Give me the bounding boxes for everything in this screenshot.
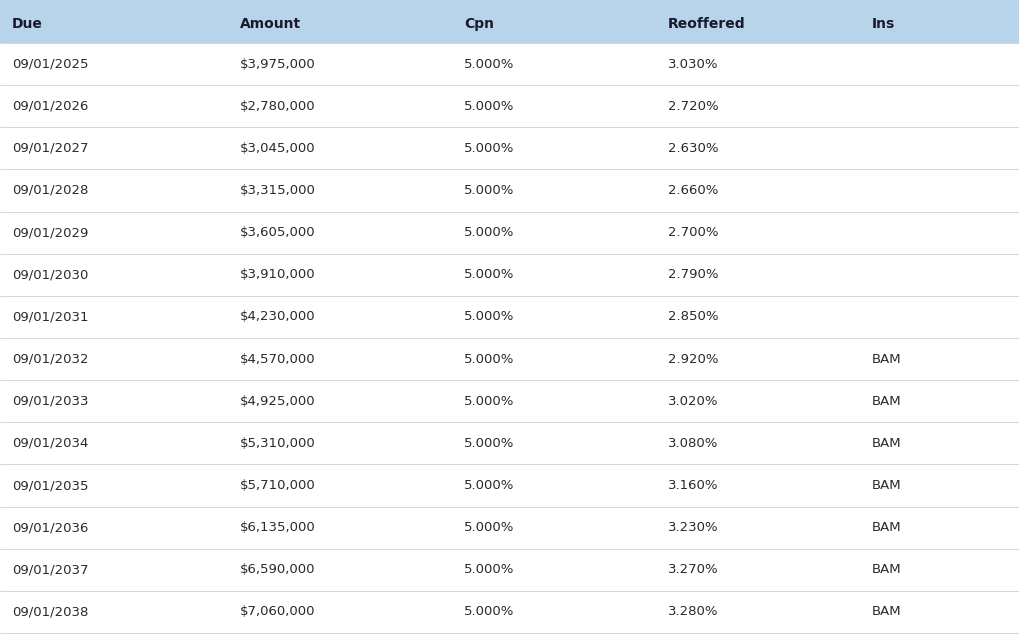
Text: Reoffered: Reoffered — [667, 17, 745, 31]
Text: 3.160%: 3.160% — [667, 479, 718, 492]
Text: BAM: BAM — [871, 521, 901, 534]
Text: 5.000%: 5.000% — [464, 563, 514, 576]
Text: 2.850%: 2.850% — [667, 311, 718, 323]
Text: BAM: BAM — [871, 353, 901, 366]
Text: 3.080%: 3.080% — [667, 437, 717, 450]
Text: 09/01/2038: 09/01/2038 — [12, 605, 89, 618]
Text: BAM: BAM — [871, 437, 901, 450]
Text: 09/01/2029: 09/01/2029 — [12, 226, 89, 239]
Text: 5.000%: 5.000% — [464, 100, 514, 113]
Text: 3.030%: 3.030% — [667, 58, 718, 70]
Text: Ins: Ins — [871, 17, 895, 31]
Text: 5.000%: 5.000% — [464, 479, 514, 492]
Text: 09/01/2037: 09/01/2037 — [12, 563, 89, 576]
Text: BAM: BAM — [871, 479, 901, 492]
Bar — [0, 0, 1019, 5]
Text: 09/01/2032: 09/01/2032 — [12, 353, 89, 366]
Text: 3.270%: 3.270% — [667, 563, 718, 576]
Text: $3,605,000: $3,605,000 — [239, 226, 315, 239]
Text: $3,975,000: $3,975,000 — [239, 58, 315, 70]
Text: $6,590,000: $6,590,000 — [239, 563, 315, 576]
Text: 09/01/2031: 09/01/2031 — [12, 311, 89, 323]
Text: 09/01/2033: 09/01/2033 — [12, 395, 89, 408]
Text: 5.000%: 5.000% — [464, 58, 514, 70]
Bar — [0, 5, 1019, 43]
Text: 3.230%: 3.230% — [667, 521, 718, 534]
Text: 09/01/2034: 09/01/2034 — [12, 437, 89, 450]
Text: 5.000%: 5.000% — [464, 395, 514, 408]
Text: 5.000%: 5.000% — [464, 311, 514, 323]
Text: BAM: BAM — [871, 605, 901, 618]
Text: 09/01/2035: 09/01/2035 — [12, 479, 89, 492]
Text: 2.660%: 2.660% — [667, 184, 717, 197]
Text: 5.000%: 5.000% — [464, 605, 514, 618]
Text: 2.630%: 2.630% — [667, 142, 718, 155]
Text: 5.000%: 5.000% — [464, 142, 514, 155]
Text: 2.920%: 2.920% — [667, 353, 718, 366]
Text: 09/01/2036: 09/01/2036 — [12, 521, 89, 534]
Text: 3.280%: 3.280% — [667, 605, 718, 618]
Text: $3,315,000: $3,315,000 — [239, 184, 315, 197]
Text: $4,230,000: $4,230,000 — [239, 311, 315, 323]
Text: $3,045,000: $3,045,000 — [239, 142, 315, 155]
Text: $2,780,000: $2,780,000 — [239, 100, 315, 113]
Text: 2.700%: 2.700% — [667, 226, 718, 239]
Text: BAM: BAM — [871, 395, 901, 408]
Text: 2.790%: 2.790% — [667, 268, 718, 281]
Text: 5.000%: 5.000% — [464, 184, 514, 197]
Text: 09/01/2028: 09/01/2028 — [12, 184, 89, 197]
Text: $6,135,000: $6,135,000 — [239, 521, 315, 534]
Text: 5.000%: 5.000% — [464, 437, 514, 450]
Text: Amount: Amount — [239, 17, 301, 31]
Text: 5.000%: 5.000% — [464, 353, 514, 366]
Text: Due: Due — [12, 17, 43, 31]
Text: $5,310,000: $5,310,000 — [239, 437, 315, 450]
Text: BAM: BAM — [871, 563, 901, 576]
Text: $4,570,000: $4,570,000 — [239, 353, 315, 366]
Text: 09/01/2025: 09/01/2025 — [12, 58, 89, 70]
Text: 09/01/2027: 09/01/2027 — [12, 142, 89, 155]
Text: 09/01/2026: 09/01/2026 — [12, 100, 89, 113]
Text: 3.020%: 3.020% — [667, 395, 718, 408]
Text: $5,710,000: $5,710,000 — [239, 479, 315, 492]
Text: Cpn: Cpn — [464, 17, 493, 31]
Text: 5.000%: 5.000% — [464, 268, 514, 281]
Text: $4,925,000: $4,925,000 — [239, 395, 315, 408]
Text: 5.000%: 5.000% — [464, 521, 514, 534]
Text: $3,910,000: $3,910,000 — [239, 268, 315, 281]
Text: 2.720%: 2.720% — [667, 100, 718, 113]
Text: 5.000%: 5.000% — [464, 226, 514, 239]
Text: $7,060,000: $7,060,000 — [239, 605, 315, 618]
Text: 09/01/2030: 09/01/2030 — [12, 268, 89, 281]
